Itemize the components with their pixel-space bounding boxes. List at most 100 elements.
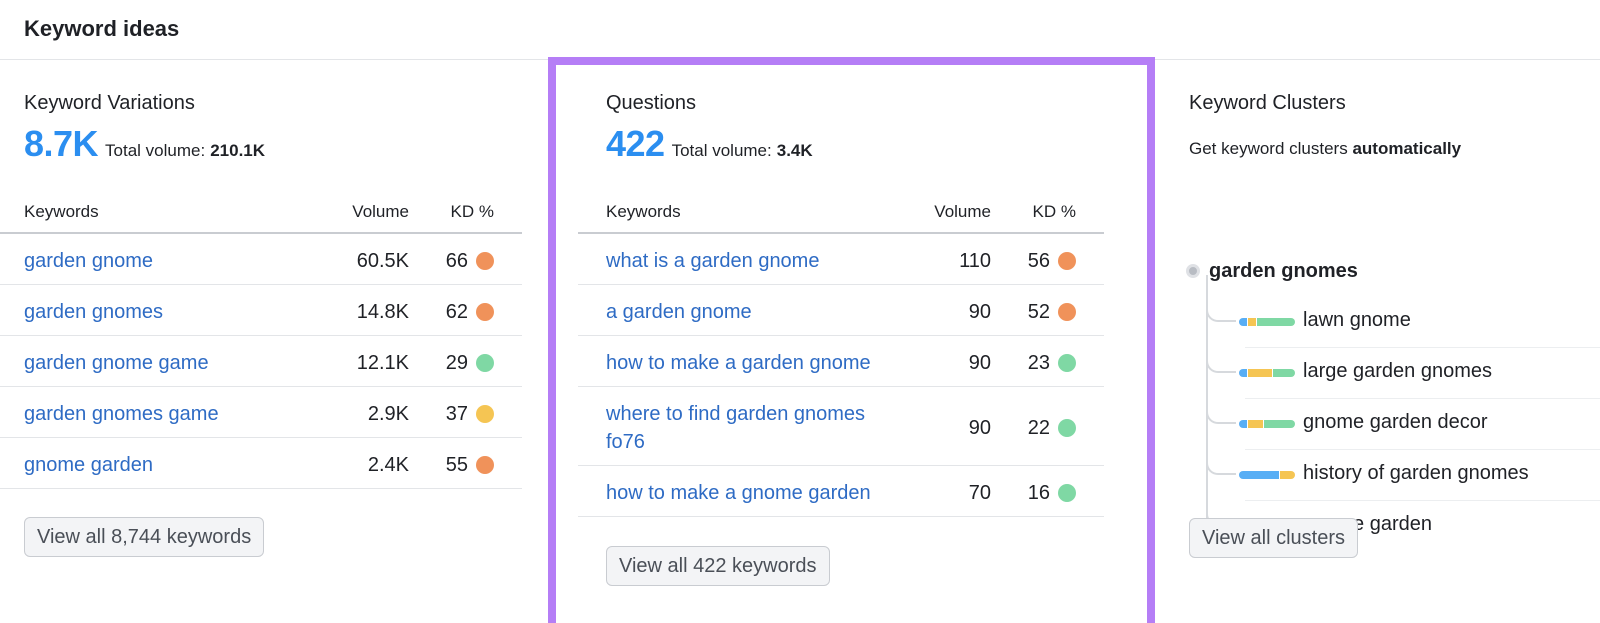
metric-row: 8.7K Total volume: 210.1K: [24, 123, 265, 165]
column-header-volume[interactable]: Volume: [352, 202, 409, 221]
volume-cell: 90: [968, 352, 991, 374]
keyword-link[interactable]: how to make a garden gnome: [606, 352, 871, 374]
section-title: Keyword Clusters: [1189, 92, 1346, 114]
column-header-volume[interactable]: Volume: [934, 202, 991, 221]
column-header-keywords: Keywords: [606, 202, 681, 221]
table-body: what is a garden gnome 110 56 a garden gnom…: [578, 234, 1104, 517]
volume-cell: 14.8K: [356, 301, 409, 323]
total-volume-label: Total volume:: [105, 141, 206, 160]
clusters-subtitle-bold: automatically: [1352, 139, 1462, 158]
metric-row: 422 Total volume: 3.4K: [606, 123, 813, 165]
volume-cell: 2.9K: [367, 403, 409, 425]
volume-cell: 60.5K: [356, 250, 409, 272]
table-row: gnome garden 2.4K 55: [0, 438, 522, 489]
table-row: a garden gnome 90 52: [578, 285, 1104, 336]
cluster-root-label[interactable]: garden gnomes: [1209, 260, 1358, 282]
keyword-count[interactable]: 8.7K: [24, 123, 99, 164]
keyword-link[interactable]: garden gnome game: [24, 352, 209, 374]
cluster-item-label[interactable]: gnome garden decor: [1303, 411, 1488, 433]
cluster-intent-bar: [1239, 471, 1295, 479]
table-header: Keywords Volume KD %: [0, 200, 522, 234]
keyword-link[interactable]: garden gnome: [24, 250, 153, 272]
kd-difficulty-dot-icon: [1058, 419, 1076, 437]
intent-segment-yellow: [1247, 420, 1263, 428]
intent-segment-green: [1273, 369, 1295, 377]
column-header-kd[interactable]: KD %: [1032, 202, 1076, 221]
keyword-link[interactable]: how to make a gnome garden: [606, 482, 871, 504]
tree-branch-line: [1206, 308, 1236, 322]
table-row: garden gnome game 12.1K 29: [0, 336, 522, 387]
kd-cell: 62: [445, 301, 468, 323]
tree-trunk-line: [1206, 275, 1208, 524]
column-header-kd[interactable]: KD %: [450, 202, 494, 221]
keyword-link-line: where to find garden gnomes: [606, 403, 866, 425]
table-row: garden gnomes 14.8K 62: [0, 285, 522, 336]
kd-difficulty-dot-icon: [476, 303, 494, 321]
total-volume-value: 3.4K: [776, 141, 813, 160]
kd-cell: 23: [1027, 352, 1050, 374]
question-count[interactable]: 422: [606, 123, 665, 164]
keyword-link[interactable]: a garden gnome: [606, 301, 752, 323]
cluster-intent-bar: [1239, 420, 1295, 428]
keyword-link[interactable]: garden gnomes: [24, 301, 163, 323]
kd-difficulty-dot-icon: [476, 456, 494, 474]
clusters-subtitle: Get keyword clusters automatically: [1189, 139, 1461, 159]
section-title: Keyword Variations: [24, 92, 195, 114]
clusters-subtitle-prefix: Get keyword clusters: [1189, 139, 1353, 158]
table-row: garden gnome 60.5K 66: [0, 234, 522, 285]
column-header-keywords: Keywords: [24, 202, 99, 221]
root-node-icon: [1186, 264, 1200, 278]
volume-cell: 70: [968, 482, 991, 504]
kd-difficulty-dot-icon: [1058, 252, 1076, 270]
tree-branch-line: [1206, 359, 1236, 373]
cluster-separator: [1245, 398, 1600, 399]
kd-difficulty-dot-icon: [476, 354, 494, 372]
keyword-link[interactable]: garden gnomes game: [24, 403, 219, 425]
view-all-clusters-button[interactable]: View all clusters: [1189, 518, 1359, 558]
table-row: where to find garden gnomes fo76 90 22: [578, 387, 1104, 466]
keyword-link-line: fo76: [606, 431, 645, 453]
cluster-separator: [1245, 347, 1600, 348]
keyword-clusters-panel: Keyword Clusters Get keyword clusters au…: [1165, 60, 1600, 623]
volume-cell: 90: [968, 417, 991, 439]
intent-segment-green: [1257, 318, 1295, 326]
intent-segment-blue: [1239, 318, 1247, 326]
keyword-table: Keywords Volume KD % garden gnome 60.5K 66…: [0, 200, 522, 489]
view-all-questions-button[interactable]: View all 422 keywords: [606, 546, 830, 586]
intent-segment-yellow: [1247, 369, 1273, 377]
keyword-link[interactable]: what is a garden gnome: [606, 250, 820, 272]
keyword-link[interactable]: where to find garden gnomes fo76: [606, 400, 865, 456]
page-title: Keyword ideas: [24, 16, 180, 41]
intent-segment-yellow: [1247, 318, 1257, 326]
table-row: garden gnomes game 2.9K 37: [0, 387, 522, 438]
cluster-item-label[interactable]: lawn gnome: [1303, 309, 1411, 331]
intent-segment-yellow: [1279, 471, 1295, 479]
intent-segment-blue: [1239, 471, 1279, 479]
kd-difficulty-dot-icon: [1058, 484, 1076, 502]
volume-cell: 90: [968, 301, 991, 323]
total-volume-label: Total volume:: [671, 141, 772, 160]
volume-cell: 110: [959, 250, 991, 272]
kd-cell: 56: [1027, 250, 1050, 272]
cluster-item-label[interactable]: large garden gnomes: [1303, 360, 1493, 382]
cluster-intent-bar: [1239, 318, 1295, 326]
tree-branch-line: [1206, 461, 1236, 475]
kd-difficulty-dot-icon: [1058, 354, 1076, 372]
kd-cell: 22: [1027, 417, 1050, 439]
table-body: garden gnome 60.5K 66 garden gnomes 14.8K 62 g…: [0, 234, 522, 489]
kd-cell: 52: [1027, 301, 1050, 323]
kd-cell: 55: [445, 454, 468, 476]
section-title: Questions: [606, 92, 697, 114]
view-all-keywords-button[interactable]: View all 8,744 keywords: [24, 517, 265, 557]
cluster-separator: [1245, 449, 1600, 450]
kd-cell: 16: [1027, 482, 1050, 504]
kd-difficulty-dot-icon: [1058, 303, 1076, 321]
cluster-tree: garden gnomes lawn gnome large garden gno…: [1165, 200, 1600, 535]
keyword-link[interactable]: gnome garden: [24, 454, 153, 476]
total-volume-value: 210.1K: [210, 141, 266, 160]
kd-difficulty-dot-icon: [476, 405, 494, 423]
cluster-item-label[interactable]: history of garden gnomes: [1303, 462, 1529, 484]
cluster-intent-bar: [1239, 369, 1295, 377]
volume-cell: 12.1K: [356, 352, 409, 374]
